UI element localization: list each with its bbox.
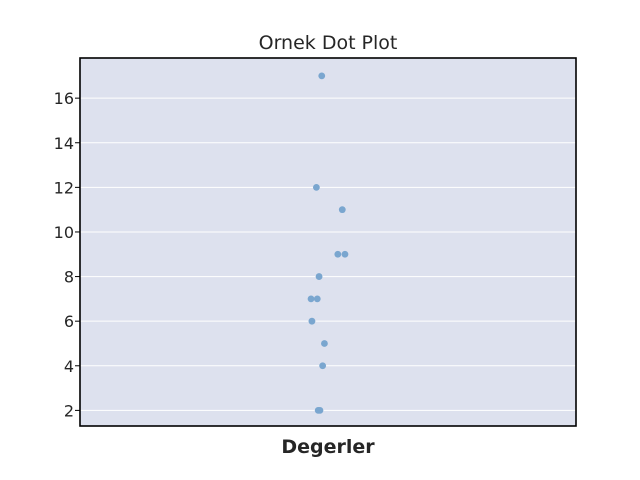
data-point [316,406,324,414]
data-point [321,340,328,347]
y-tick-label: 4 [64,357,74,376]
x-axis-label: Degerler [281,436,375,458]
data-point [312,183,320,191]
data-points [307,72,349,414]
y-tick-label: 12 [54,178,74,197]
y-tick-label: 2 [64,401,74,420]
y-tick-label: 16 [54,89,74,108]
y-tick-label: 10 [54,223,74,242]
data-point [338,206,346,214]
data-point [307,295,315,303]
plot-frame [79,57,577,427]
grid-lines [80,97,576,411]
data-point [315,273,323,280]
data-point [341,250,349,258]
y-tick-label: 8 [64,268,74,287]
y-tick-label: 6 [64,312,74,331]
data-point [308,317,316,325]
chart-title: Ornek Dot Plot [259,32,398,54]
y-axis-ticks: 2 4 6 8 10 12 14 16 [54,89,80,420]
data-point [334,250,342,258]
data-point [319,362,327,370]
plot-area [80,58,576,426]
data-point [313,295,321,303]
data-point [318,72,326,80]
y-tick-label: 14 [54,134,74,153]
